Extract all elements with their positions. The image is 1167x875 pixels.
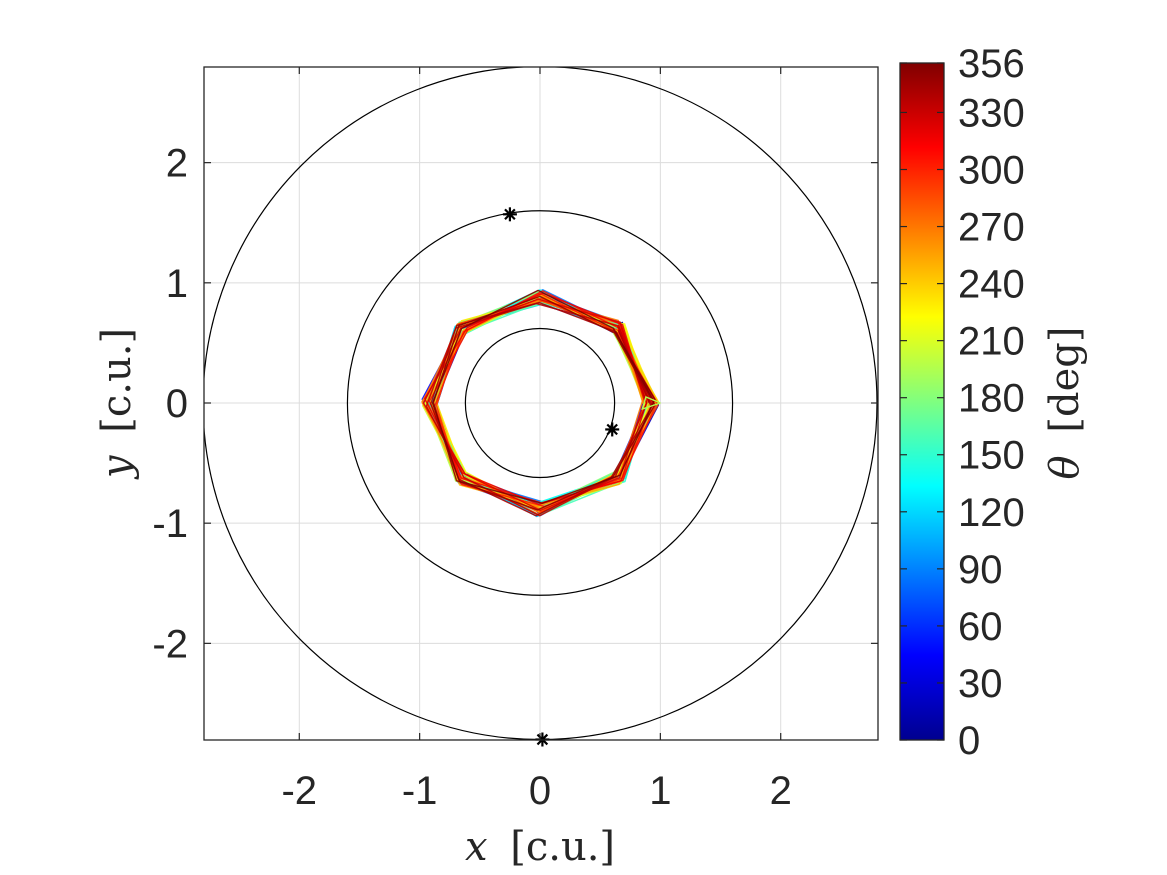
y-axis: -2 -1 0 1 2	[152, 142, 878, 666]
y-tick-label-4: 2	[166, 142, 188, 186]
x-axis: -2 -1 0 1 2	[281, 67, 792, 813]
colorbar-tick-label-3: 90	[958, 548, 1003, 592]
colorbar-var: θ	[1042, 455, 1088, 479]
x-axis-var: x	[465, 824, 488, 870]
colorbar-tick-label-2: 60	[958, 605, 1003, 649]
y-axis-unit: [c.u.]	[94, 328, 140, 433]
colorbar: 0 30 60 90 120 150 180 210 240 270 300 330 356 θ [de…	[899, 42, 1088, 763]
colorbar-gradient	[899, 62, 945, 741]
reference-circle-1	[464, 327, 616, 479]
y-axis-title: y [c.u.]	[94, 328, 140, 480]
colorbar-title: θ [deg]	[1042, 327, 1088, 480]
colorbar-tick-label-12: 356	[958, 42, 1025, 86]
y-tick-label-0: -2	[152, 622, 188, 666]
x-axis-title: x [c.u.]	[465, 824, 615, 870]
grid	[204, 67, 878, 740]
x-tick-label-1: -1	[402, 769, 438, 813]
y-tick-label-2: 0	[166, 382, 188, 426]
colorbar-ticks: 0 30 60 90 120 150 180 210 240 270 300 330 356	[900, 42, 1025, 763]
x-tick-label-0: -2	[281, 769, 317, 813]
trajectory-start	[641, 396, 661, 411]
trajectory-loop-45	[431, 289, 656, 504]
y-tick-label-1: -1	[152, 502, 188, 546]
x-tick-label-2: 0	[529, 769, 551, 813]
colorbar-tick-label-10: 300	[958, 148, 1025, 192]
marker-2-stroke-3	[606, 423, 618, 436]
colorbar-tick-label-8: 240	[958, 263, 1025, 307]
colorbar-tick-label-4: 120	[958, 491, 1025, 535]
x-tick-label-4: 2	[770, 769, 792, 813]
trajectory-loop-44	[432, 295, 656, 511]
x-axis-unit: [c.u.]	[510, 824, 615, 870]
colorbar-tick-label-6: 180	[958, 377, 1025, 421]
x-tick-label-3: 1	[649, 769, 671, 813]
y-axis-var: y	[94, 454, 140, 480]
colorbar-tick-label-11: 330	[958, 91, 1025, 135]
colorbar-unit: [deg]	[1042, 327, 1088, 433]
colorbar-tick-label-0: 0	[958, 719, 980, 763]
colorbar-tick-label-7: 210	[958, 320, 1025, 364]
colorbar-tick-label-1: 30	[958, 662, 1003, 706]
reference-circle-2	[346, 210, 734, 596]
marker-1-stroke-3	[504, 208, 516, 221]
trajectory	[421, 289, 661, 518]
colorbar-tick-label-9: 270	[958, 206, 1025, 250]
marker-2	[605, 422, 620, 437]
colorbar-tick-label-5: 150	[958, 434, 1025, 478]
y-tick-label-3: 1	[166, 262, 188, 306]
marker-1	[502, 207, 517, 222]
